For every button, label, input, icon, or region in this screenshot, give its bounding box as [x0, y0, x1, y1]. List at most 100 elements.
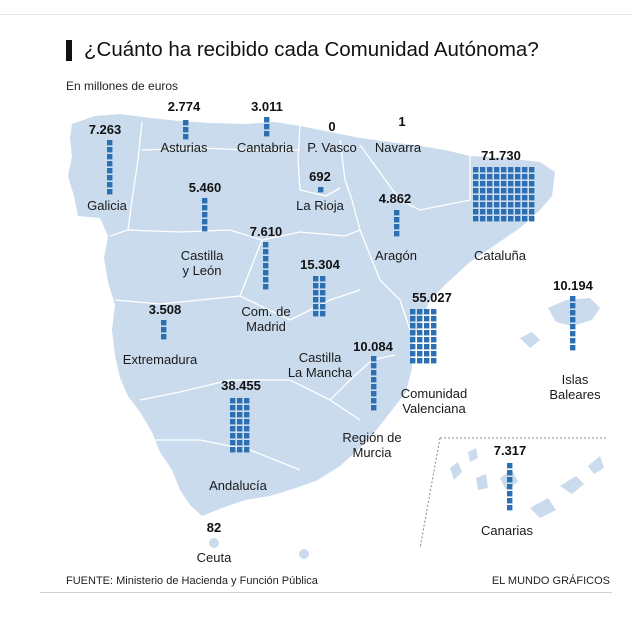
unit-square-andalucia-20	[244, 426, 250, 432]
unit-square-asturias-2	[183, 134, 189, 140]
unit-square-madrid-1	[263, 249, 269, 255]
unit-square-valencia-8	[417, 309, 423, 315]
unit-square-cataluna-40	[508, 167, 514, 173]
unit-square-baleares-6	[570, 338, 576, 344]
value-label-galicia: 7.263	[89, 122, 122, 137]
unit-square-cataluna-24	[494, 167, 500, 173]
name-label-navarra: Navarra	[375, 140, 422, 155]
value-label-castillaleon: 5.460	[189, 180, 222, 195]
unit-square-baleares-0	[570, 296, 576, 302]
region-cataluna: 71.730 Cataluña	[473, 148, 535, 263]
value-label-extremadura: 3.508	[149, 302, 182, 317]
melilla-dot	[299, 549, 309, 559]
unit-square-cataluna-39	[501, 216, 507, 222]
value-label-madrid: 7.610	[250, 224, 283, 239]
unit-square-valencia-20	[424, 337, 430, 343]
unit-square-andalucia-8	[237, 398, 243, 404]
region-pvasco: 0 P. Vasco	[307, 119, 356, 155]
unit-square-galicia-1	[107, 147, 113, 153]
unit-square-baleares-3	[570, 317, 576, 323]
unit-square-valencia-6	[410, 351, 416, 357]
unit-square-canarias-4	[507, 491, 513, 497]
unit-square-aragon-1	[394, 217, 400, 223]
unit-square-valencia-27	[431, 330, 437, 336]
unit-square-galicia-3	[107, 161, 113, 167]
unit-square-valencia-25	[431, 316, 437, 322]
unit-square-andalucia-10	[237, 412, 243, 418]
name-label-canarias: Canarias	[481, 523, 534, 538]
unit-square-valencia-15	[417, 358, 423, 364]
unit-square-cataluna-30	[494, 209, 500, 215]
value-label-aragon: 4.862	[379, 191, 412, 206]
canarias-inset-frame	[419, 437, 606, 549]
unit-square-larioja-0	[318, 187, 324, 193]
unit-square-andalucia-23	[244, 447, 250, 453]
unit-square-murcia-4	[371, 384, 377, 390]
unit-square-andalucia-4	[230, 426, 236, 432]
unit-square-cataluna-49	[515, 174, 521, 180]
unit-square-andalucia-21	[244, 433, 250, 439]
unit-square-cataluna-69	[529, 202, 535, 208]
unit-square-canarias-2	[507, 477, 513, 483]
unit-square-andalucia-13	[237, 433, 243, 439]
unit-square-cataluna-33	[501, 174, 507, 180]
unit-square-castillaleon-4	[202, 226, 208, 232]
unit-square-cataluna-36	[501, 195, 507, 201]
unit-square-murcia-0	[371, 356, 377, 362]
unit-square-murcia-2	[371, 370, 377, 376]
unit-square-valencia-18	[424, 323, 430, 329]
unit-square-valencia-9	[417, 316, 423, 322]
unit-square-cataluna-7	[473, 216, 479, 222]
unit-square-cataluna-43	[508, 188, 514, 194]
unit-square-cataluna-20	[487, 195, 493, 201]
unit-square-asturias-0	[183, 120, 189, 126]
unit-square-cataluna-26	[494, 181, 500, 187]
value-label-andalucia: 38.455	[221, 378, 261, 393]
region-navarra: 1 Navarra	[375, 114, 422, 155]
unit-square-andalucia-12	[237, 426, 243, 432]
unit-square-cantabria-0	[264, 117, 270, 123]
unit-square-cataluna-52	[515, 195, 521, 201]
unit-square-valencia-10	[417, 323, 423, 329]
unit-square-aragon-3	[394, 231, 400, 237]
name-label-pvasco: P. Vasco	[307, 140, 356, 155]
unit-square-baleares-1	[570, 303, 576, 309]
unit-square-murcia-7	[371, 405, 377, 411]
unit-square-cataluna-1	[473, 174, 479, 180]
region-aragon: 4.862 Aragón	[375, 191, 417, 263]
unit-square-cataluna-32	[501, 167, 507, 173]
unit-square-cataluna-23	[487, 216, 493, 222]
pictogram-layer: 7.263 Galicia 2.774 Asturias 3.011 Cantabria 0…	[87, 99, 601, 565]
page-title: ¿Cuánto ha recibido cada Comunidad Autón…	[84, 38, 539, 61]
value-label-baleares: 10.194	[553, 278, 594, 293]
unit-square-cataluna-59	[522, 188, 528, 194]
unit-square-murcia-3	[371, 377, 377, 383]
unit-square-andalucia-2	[230, 412, 236, 418]
unit-square-cataluna-13	[480, 202, 486, 208]
unit-square-cataluna-22	[487, 209, 493, 215]
name-label-larioja: La Rioja	[296, 198, 344, 213]
unit-square-valencia-22	[424, 351, 430, 357]
unit-square-cataluna-0	[473, 167, 479, 173]
name-label-cataluna: Cataluña	[474, 248, 527, 263]
unit-square-cataluna-67	[529, 188, 535, 194]
unit-square-clm-4	[313, 304, 319, 310]
unit-square-cataluna-66	[529, 181, 535, 187]
unit-square-clm-5	[313, 311, 319, 317]
unit-square-valencia-23	[424, 358, 430, 364]
name-label-castillaleon-1: y León	[182, 263, 221, 278]
value-label-cataluna: 71.730	[481, 148, 521, 163]
unit-square-cataluna-6	[473, 209, 479, 215]
unit-square-cataluna-62	[522, 209, 528, 215]
unit-square-valencia-31	[431, 358, 437, 364]
unit-square-andalucia-5	[230, 433, 236, 439]
unit-square-valencia-4	[410, 337, 416, 343]
unit-square-cataluna-5	[473, 202, 479, 208]
unit-square-andalucia-6	[230, 440, 236, 446]
unit-square-castillaleon-0	[202, 198, 208, 204]
unit-square-andalucia-16	[244, 398, 250, 404]
unit-square-cataluna-54	[515, 209, 521, 215]
unit-square-cataluna-14	[480, 209, 486, 215]
